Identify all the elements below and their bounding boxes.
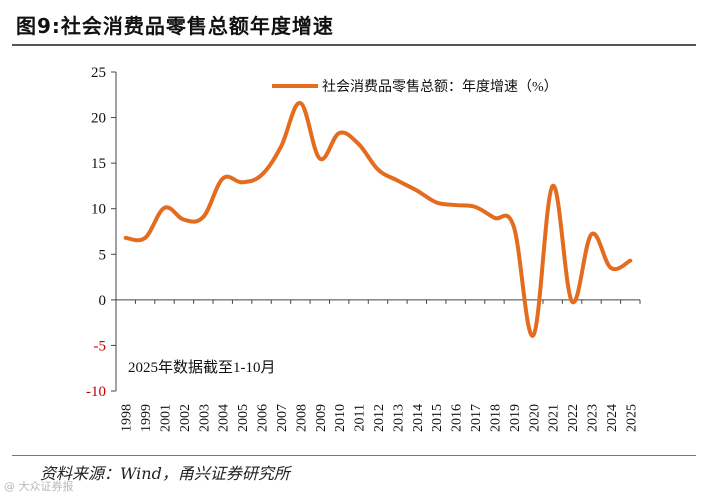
y-axis: -10 -5 0 5 10 15 20 25 [86,65,117,400]
series-line [123,100,633,338]
y-tick-label: -5 [94,338,107,354]
x-tick-label: 2010 [333,404,348,432]
legend-label: 社会消费品零售总额：年度增速（%） [322,79,558,95]
x-tick-label: 2006 [256,404,271,432]
chart-annotation: 2025年数据截至1-10月 [128,359,276,376]
watermark: @ 大众证券报 [4,480,74,493]
y-tick-label: 25 [91,65,106,81]
x-tick-label: 2021 [547,404,562,432]
x-tick-label: 2011 [353,404,368,431]
x-tick-label: 1998 [120,404,135,432]
y-tick-label: -10 [86,384,106,400]
x-tick-label: 2007 [275,404,290,432]
title-divider [12,44,696,46]
x-tick-label: 2020 [527,404,542,432]
x-axis: 1998 1999 2001 2002 2003 2004 2005 2006 2007 2008… [115,299,641,432]
x-tick-label: 2003 [197,404,212,432]
x-tick-label: 2024 [605,404,620,432]
x-tick-label: 2022 [566,404,581,432]
y-tick-label: 20 [91,111,106,127]
x-tick-label: 2018 [488,404,503,432]
x-tick-label: 2017 [469,404,484,432]
x-tick-label: 2004 [217,404,232,432]
x-tick-label: 2023 [585,404,600,432]
x-tick-label: 2025 [624,404,639,432]
x-tick-label: 2019 [508,404,523,432]
x-tick-label: 2013 [391,404,406,432]
x-tick-label: 2012 [372,404,387,432]
x-tick-label: 2002 [178,404,193,432]
source-divider [12,455,696,456]
y-tick-label: 5 [99,247,107,263]
x-tick-label: 1999 [139,404,154,432]
legend: 社会消费品零售总额：年度增速（%） [272,79,558,95]
x-tick-label: 2001 [159,404,174,432]
y-tick-label: 15 [91,156,106,172]
x-tick-label: 2014 [411,404,426,432]
x-tick-label: 2008 [294,404,309,432]
x-tick-label: 2009 [314,404,329,432]
y-tick-label: 0 [99,293,107,309]
x-tick-label: 2015 [430,404,445,432]
x-tick-label: 2005 [236,404,251,432]
x-tick-label: 2016 [450,404,465,432]
y-tick-label: 10 [91,202,106,218]
figure-title: 图9:社会消费品零售总额年度增速 [16,14,334,38]
source-note: 资料来源：Wind，甬兴证券研究所 [40,464,290,483]
